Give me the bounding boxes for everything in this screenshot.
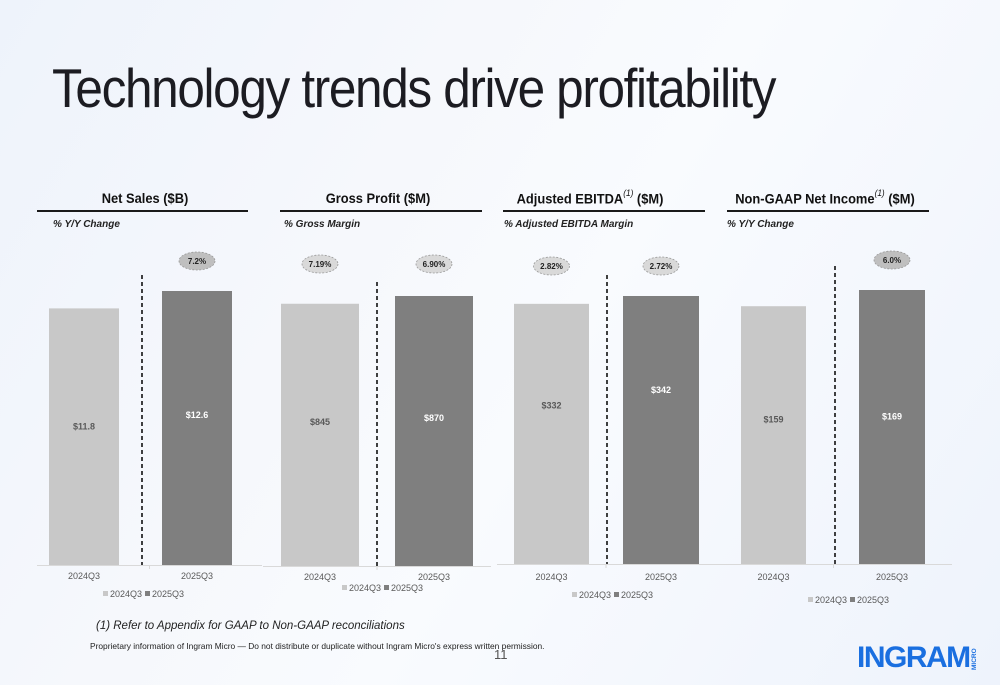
bar-value-label: $159 xyxy=(763,415,783,425)
panel-subtitle: % Y/Y Change xyxy=(727,219,794,230)
x-tick-label: 2025Q3 xyxy=(876,572,908,582)
panel-title-adjusted-ebitda: Adjusted EBITDA(1) ($M) xyxy=(493,188,686,207)
bar-value-label: $870 xyxy=(424,413,444,423)
annotation-bubble xyxy=(873,250,911,270)
ingram-micro-logo: INGRAM MICRO xyxy=(857,640,994,679)
x-tick-label: 2024Q3 xyxy=(757,572,789,582)
legend-swatch xyxy=(850,597,855,602)
panel-subtitle: % Gross Margin xyxy=(284,219,361,230)
bar-2025q3 xyxy=(162,291,232,565)
legend-swatch xyxy=(103,591,108,596)
legend-label: 2025Q3 xyxy=(152,589,184,599)
x-tick-label: 2024Q3 xyxy=(535,572,567,582)
footnote-marker: (1) xyxy=(874,188,885,198)
legend-swatch xyxy=(145,591,150,596)
panel-title-suffix: ($M) xyxy=(636,190,664,207)
bar-2024q3 xyxy=(741,306,806,564)
logo-submark: MICRO xyxy=(971,648,978,670)
panel-title-non-gaap-net-income: Non-GAAP Net Income(1) ($M) xyxy=(719,188,931,207)
panel-subtitle: % Y/Y Change xyxy=(53,219,120,230)
legend-swatch xyxy=(614,592,619,597)
annotation-bubble xyxy=(301,254,339,274)
panel-title-text: Non-GAAP Net Income xyxy=(735,190,875,207)
bar-2024q3 xyxy=(514,303,589,564)
footnote-marker: (1) xyxy=(623,188,634,198)
x-tick-label: 2024Q3 xyxy=(68,571,100,581)
legend-swatch xyxy=(384,585,389,590)
annotation-label: 2.72% xyxy=(650,262,673,271)
bar-2025q3 xyxy=(859,290,925,564)
bar-2024q3 xyxy=(281,303,359,566)
legend-label: 2024Q3 xyxy=(815,595,847,605)
logo-graphic: INGRAM MICRO xyxy=(857,641,994,674)
x-tick-label: 2025Q3 xyxy=(181,571,213,581)
legend-label: 2025Q3 xyxy=(857,595,889,605)
bar-2025q3 xyxy=(623,296,699,564)
annotation-bubble xyxy=(642,256,680,276)
legend-label: 2024Q3 xyxy=(110,589,142,599)
bar-value-label: $342 xyxy=(651,385,671,395)
annotation-bubble xyxy=(415,254,453,274)
legend-swatch xyxy=(342,585,347,590)
legend-label: 2025Q3 xyxy=(621,590,653,600)
legend-label: 2025Q3 xyxy=(391,583,423,593)
panel-divider xyxy=(37,210,248,212)
x-tick-label: 2024Q3 xyxy=(304,572,336,582)
legend-label: 2024Q3 xyxy=(579,590,611,600)
annotation-label: 2.82% xyxy=(540,262,563,271)
page-number: 11 xyxy=(494,647,508,662)
panel-title-net-sales: Net Sales ($B) xyxy=(48,190,241,206)
legend-swatch xyxy=(808,597,813,602)
bar-value-label: $11.8 xyxy=(73,421,95,431)
panel-subtitle: % Adjusted EBITDA Margin xyxy=(504,219,634,230)
panel-divider xyxy=(503,210,705,212)
bar-2025q3 xyxy=(395,296,473,566)
legal-disclaimer: Proprietary information of Ingram Micro … xyxy=(90,641,545,651)
panel-divider xyxy=(280,210,482,212)
slide-title: Technology trends drive profitability xyxy=(52,57,777,119)
annotation-label: 6.90% xyxy=(423,260,446,269)
legend-label: 2024Q3 xyxy=(349,583,381,593)
bar-2024q3 xyxy=(49,308,119,565)
panel-title-gross-profit: Gross Profit ($M) xyxy=(280,190,475,206)
annotation-label: 7.19% xyxy=(309,260,332,269)
x-tick-label: 2025Q3 xyxy=(418,572,450,582)
bar-value-label: $169 xyxy=(882,412,902,422)
footnote: (1) Refer to Appendix for GAAP to Non-GA… xyxy=(96,620,405,632)
bar-value-label: $845 xyxy=(310,417,330,427)
logo-wordmark: INGRAM xyxy=(857,641,970,674)
bar-value-label: $12.6 xyxy=(186,410,209,420)
annotation-bubble xyxy=(533,256,570,276)
x-tick-label: 2025Q3 xyxy=(645,572,677,582)
legend-swatch xyxy=(572,592,577,597)
panel-divider xyxy=(727,210,929,212)
panel-title-text: Adjusted EBITDA xyxy=(516,190,624,207)
panel-title-suffix: ($M) xyxy=(888,190,915,207)
annotation-label: 6.0% xyxy=(883,256,901,265)
bar-value-label: $332 xyxy=(541,400,561,410)
annotation-bubble xyxy=(178,251,216,271)
panel-title-text: Gross Profit ($M) xyxy=(325,190,431,206)
panel-title-text: Net Sales ($B) xyxy=(101,190,189,206)
annotation-label: 7.2% xyxy=(188,257,206,266)
